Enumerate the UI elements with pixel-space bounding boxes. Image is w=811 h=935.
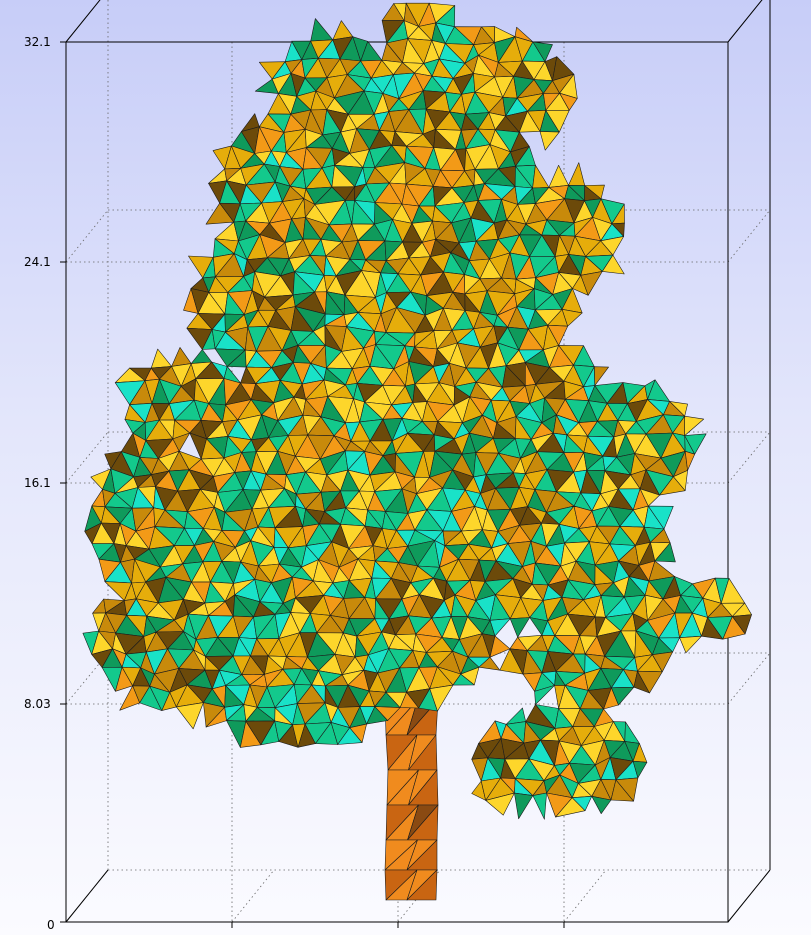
mesh-facet: [639, 488, 660, 507]
mesh-facet: [310, 18, 334, 42]
mesh-facet: [624, 721, 640, 744]
mesh-facet: [150, 348, 172, 369]
mesh-facet: [485, 792, 515, 816]
mesh-facet: [172, 432, 191, 452]
mesh-facet: [611, 686, 635, 706]
mesh-facet: [679, 635, 702, 654]
mesh-facet: [190, 349, 212, 364]
mesh-facet: [591, 795, 612, 815]
mesh-facet: [568, 162, 586, 186]
mesh-facet: [534, 685, 555, 705]
y-tick-label: 8.03: [24, 697, 51, 711]
mesh-facet: [571, 795, 593, 812]
mesh-facet: [673, 470, 688, 492]
mesh-facet: [652, 651, 674, 673]
mesh-facet: [532, 41, 553, 62]
mesh-facet: [601, 254, 625, 275]
mesh-facet: [545, 110, 570, 133]
tree-foliage: [82, 2, 752, 820]
y-tick-label: 24.1: [24, 255, 51, 269]
y-tick-label: 16.1: [24, 476, 51, 490]
mesh-facet: [349, 723, 367, 743]
mesh-facet: [584, 184, 605, 200]
mesh-facet: [654, 542, 676, 563]
mesh-facet: [580, 271, 603, 296]
mesh-facet: [489, 635, 511, 658]
mesh-facet: [532, 164, 550, 189]
mesh-facet: [559, 92, 578, 111]
mesh-facet: [460, 666, 480, 686]
mesh-facet: [632, 760, 648, 779]
mesh-facet: [684, 433, 707, 455]
mesh-facet: [611, 222, 625, 237]
mesh-facet: [669, 401, 688, 417]
y-tick-label: 32.1: [24, 35, 51, 49]
mesh-facet: [478, 656, 501, 671]
mesh-facet: [509, 617, 531, 638]
mesh-facet: [547, 324, 569, 346]
tree-trunk: [384, 699, 439, 901]
mesh-facet: [532, 792, 547, 820]
mesh-facet: [514, 792, 534, 820]
mesh-facet: [171, 347, 192, 367]
mesh-facet: [684, 450, 696, 471]
mesh-facet: [548, 165, 569, 188]
mesh-facet: [539, 131, 560, 151]
mesh-facet: [615, 777, 639, 802]
mesh-facet: [406, 869, 438, 901]
mesh-facet: [594, 366, 609, 386]
mesh-facet: [658, 637, 680, 653]
mesh-facet: [600, 236, 625, 256]
axis-ticks: [60, 41, 565, 928]
mesh-facet: [684, 415, 705, 436]
mesh-facet: [489, 618, 511, 637]
mesh-facet: [374, 706, 401, 721]
mesh-facet: [561, 308, 583, 327]
mesh-facet: [647, 505, 674, 530]
mesh-facet: [429, 684, 454, 712]
mesh-facet: [637, 670, 663, 694]
mesh-facet: [176, 702, 204, 730]
mesh-facet: [732, 614, 752, 635]
y-tick-label: 0: [47, 918, 55, 932]
